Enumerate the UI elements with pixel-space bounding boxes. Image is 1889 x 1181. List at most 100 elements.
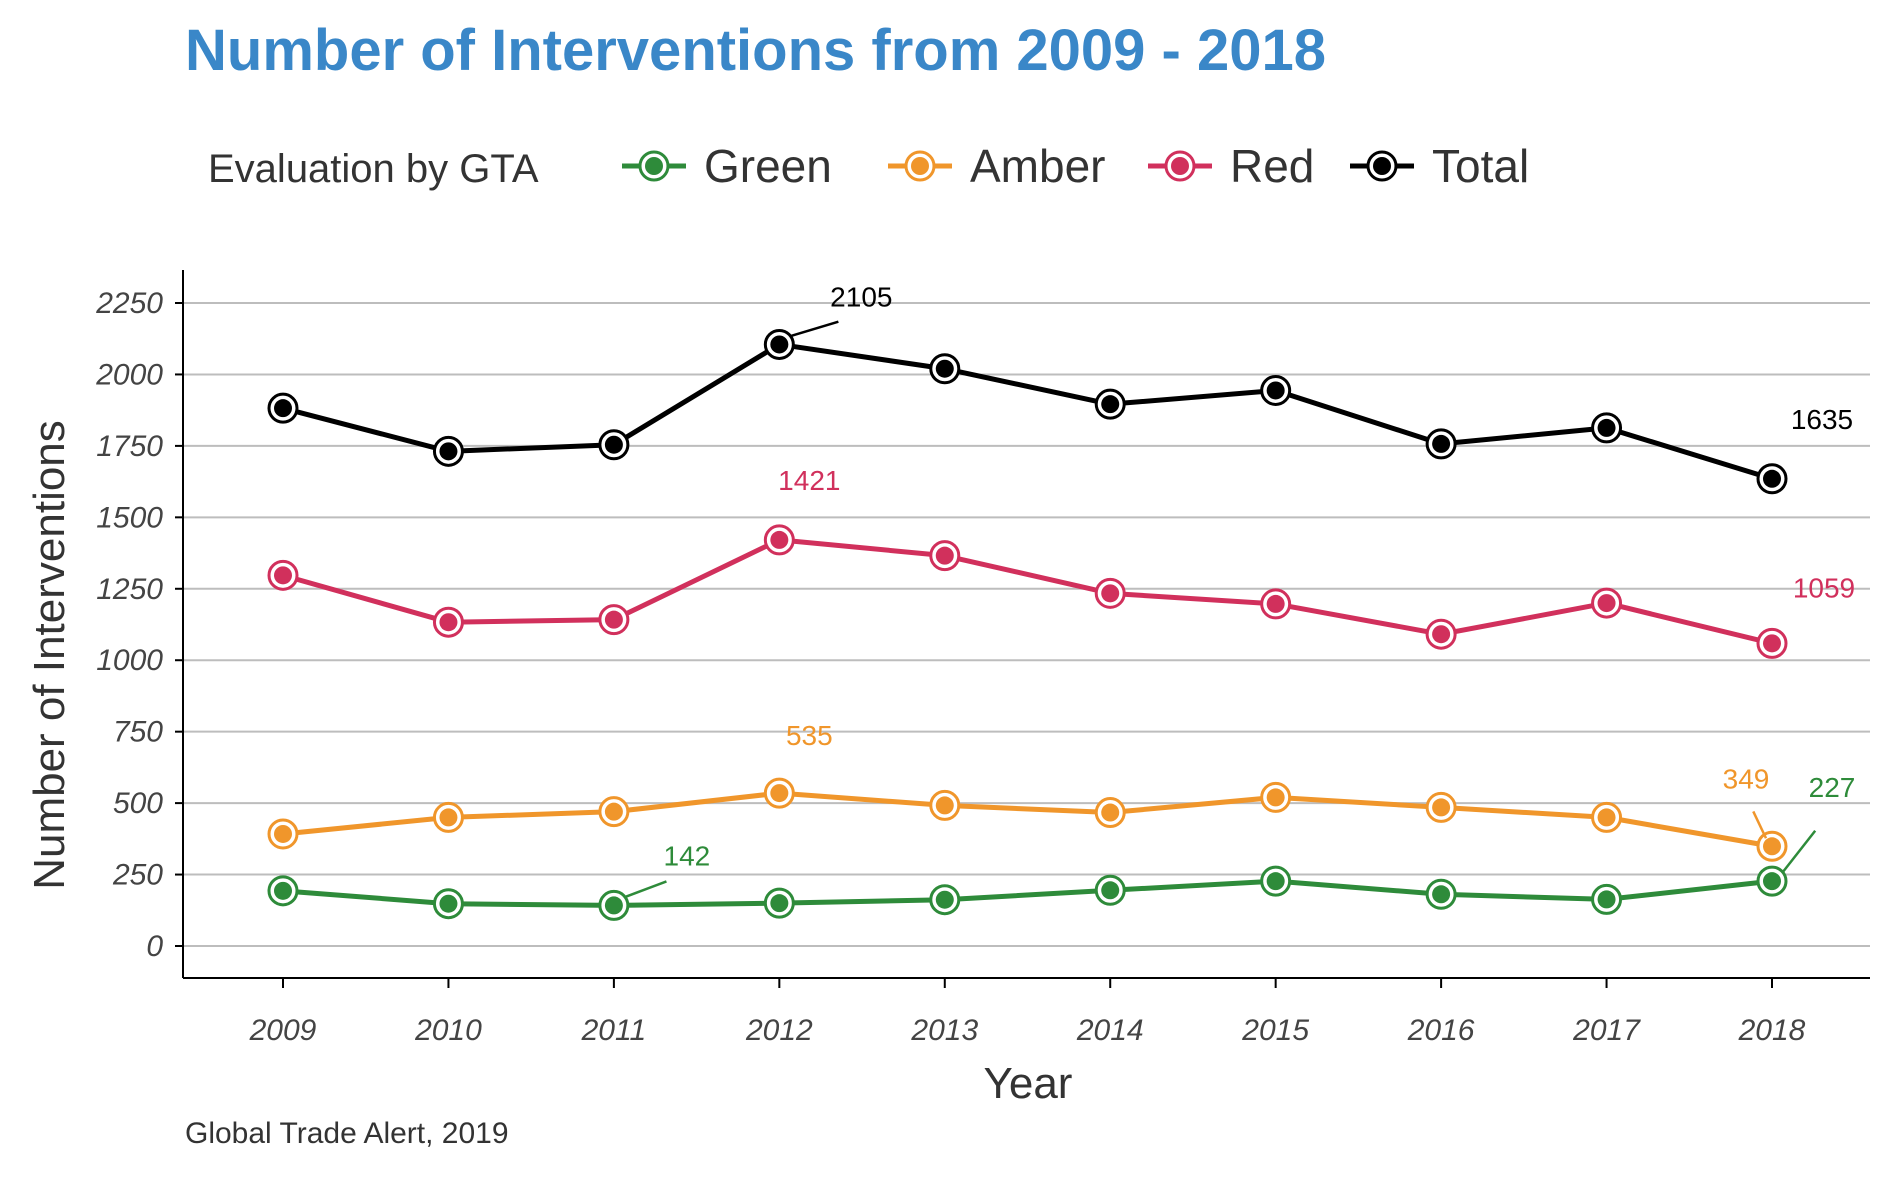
x-tick-label: 2010 bbox=[414, 1014, 482, 1047]
y-tick-label: 750 bbox=[113, 716, 163, 749]
data-point-total bbox=[598, 429, 630, 461]
data-point-red bbox=[763, 524, 795, 556]
data-point-total bbox=[929, 353, 961, 385]
y-axis-title: Number of Interventions bbox=[25, 420, 74, 890]
legend-label: Total bbox=[1432, 140, 1529, 192]
data-label-text: 1059 bbox=[1793, 572, 1855, 603]
y-tick-label: 1250 bbox=[96, 573, 163, 606]
legend-item-red: Red bbox=[1148, 140, 1314, 192]
data-point-green bbox=[763, 887, 795, 919]
data-point-amber bbox=[1591, 801, 1623, 833]
data-point-total bbox=[1425, 428, 1457, 460]
data-point-green bbox=[1591, 883, 1623, 915]
x-tick-label: 2017 bbox=[1572, 1014, 1641, 1047]
data-point-green bbox=[1094, 874, 1126, 906]
leader-line bbox=[788, 320, 839, 338]
data-point-total bbox=[432, 435, 464, 467]
legend-key-dot bbox=[1171, 157, 1189, 175]
data-label-red: 1059 bbox=[1793, 572, 1855, 603]
legend-key-dot bbox=[911, 157, 929, 175]
legend-item-total: Total bbox=[1350, 140, 1529, 192]
data-label-text: 349 bbox=[1723, 763, 1770, 794]
series-line-amber bbox=[282, 790, 1773, 849]
series-line-green bbox=[282, 878, 1773, 908]
data-point-green bbox=[929, 884, 961, 916]
data-point-amber bbox=[1260, 781, 1292, 813]
data-labels: 2105 1635 1421 1059 535 349 142 227 bbox=[623, 281, 1856, 899]
legend-key-dot bbox=[1373, 157, 1391, 175]
data-label-amber: 535 bbox=[786, 720, 833, 751]
data-point-green bbox=[1756, 865, 1788, 897]
x-tick-label: 2015 bbox=[1241, 1014, 1309, 1047]
data-label-red: 1421 bbox=[778, 465, 840, 496]
data-point-red bbox=[1425, 618, 1457, 650]
data-point-total bbox=[1260, 374, 1292, 406]
data-point-amber bbox=[1094, 797, 1126, 829]
data-point-green bbox=[598, 889, 630, 921]
legend-label: Red bbox=[1230, 140, 1314, 192]
y-tick-label: 0 bbox=[146, 930, 163, 963]
data-label-green: 142 bbox=[623, 840, 711, 899]
y-tick-label: 1500 bbox=[96, 501, 163, 534]
data-point-amber bbox=[267, 818, 299, 850]
leader-line bbox=[623, 880, 667, 899]
legend-key-dot bbox=[645, 157, 663, 175]
x-tick-label: 2018 bbox=[1738, 1014, 1806, 1047]
data-label-text: 227 bbox=[1809, 772, 1856, 803]
data-label-text: 1421 bbox=[778, 465, 840, 496]
data-point-total bbox=[763, 328, 795, 360]
axes: 0 250 500 750 1000 1250 1500 1750 2000 2250 2009 20… bbox=[95, 270, 1870, 1047]
series-line-red bbox=[282, 537, 1773, 646]
leader-line bbox=[1752, 810, 1768, 839]
legend-item-green: Green bbox=[622, 140, 832, 192]
data-point-red bbox=[1094, 577, 1126, 609]
data-label-text: 2105 bbox=[830, 281, 892, 312]
leader-line bbox=[1781, 829, 1817, 874]
data-point-total bbox=[1591, 412, 1623, 444]
y-tick-label: 1000 bbox=[96, 644, 163, 677]
data-point-red bbox=[1260, 588, 1292, 620]
data-label-text: 1635 bbox=[1791, 404, 1853, 435]
x-tick-label: 2013 bbox=[910, 1014, 978, 1047]
data-point-total bbox=[1094, 388, 1126, 420]
series-lines bbox=[282, 341, 1773, 908]
x-tick-label: 2009 bbox=[249, 1014, 317, 1047]
series-points bbox=[267, 328, 1788, 921]
data-label-green: 227 bbox=[1781, 772, 1856, 874]
data-point-amber bbox=[598, 796, 630, 828]
data-point-amber bbox=[929, 789, 961, 821]
legend-label: Green bbox=[704, 140, 832, 192]
data-point-amber bbox=[1425, 791, 1457, 823]
data-label-text: 142 bbox=[664, 840, 711, 871]
x-tick-label: 2016 bbox=[1407, 1014, 1475, 1047]
series-line-total bbox=[282, 341, 1773, 482]
data-point-green bbox=[1425, 878, 1457, 910]
legend-title: Evaluation by GTA bbox=[208, 147, 539, 191]
caption: Global Trade Alert, 2019 bbox=[185, 1117, 509, 1150]
grid bbox=[183, 302, 1870, 947]
x-axis-title: Year bbox=[984, 1059, 1073, 1108]
legend-label: Amber bbox=[970, 140, 1105, 192]
data-point-total bbox=[267, 392, 299, 424]
legend: Evaluation by GTA Green Amber Red Total bbox=[208, 140, 1529, 192]
data-label-amber: 349 bbox=[1723, 763, 1770, 839]
data-label-total: 1635 bbox=[1791, 404, 1853, 435]
y-tick-label: 250 bbox=[112, 859, 163, 892]
data-point-red bbox=[598, 604, 630, 636]
data-point-red bbox=[929, 540, 961, 572]
data-point-red bbox=[267, 559, 299, 591]
y-tick-label: 2250 bbox=[95, 287, 163, 320]
y-tick-label: 500 bbox=[113, 787, 163, 820]
x-tick-label: 2012 bbox=[745, 1014, 813, 1047]
data-point-green bbox=[432, 888, 464, 920]
data-point-green bbox=[1260, 865, 1292, 897]
chart-title: Number of Interventions from 2009 - 2018 bbox=[185, 18, 1326, 83]
data-point-red bbox=[1591, 587, 1623, 619]
x-tick-label: 2011 bbox=[581, 1014, 647, 1047]
y-tick-label: 2000 bbox=[95, 358, 163, 391]
data-point-red bbox=[1756, 627, 1788, 659]
data-point-amber bbox=[1756, 830, 1788, 862]
data-label-total: 2105 bbox=[788, 281, 892, 338]
data-point-amber bbox=[432, 801, 464, 833]
